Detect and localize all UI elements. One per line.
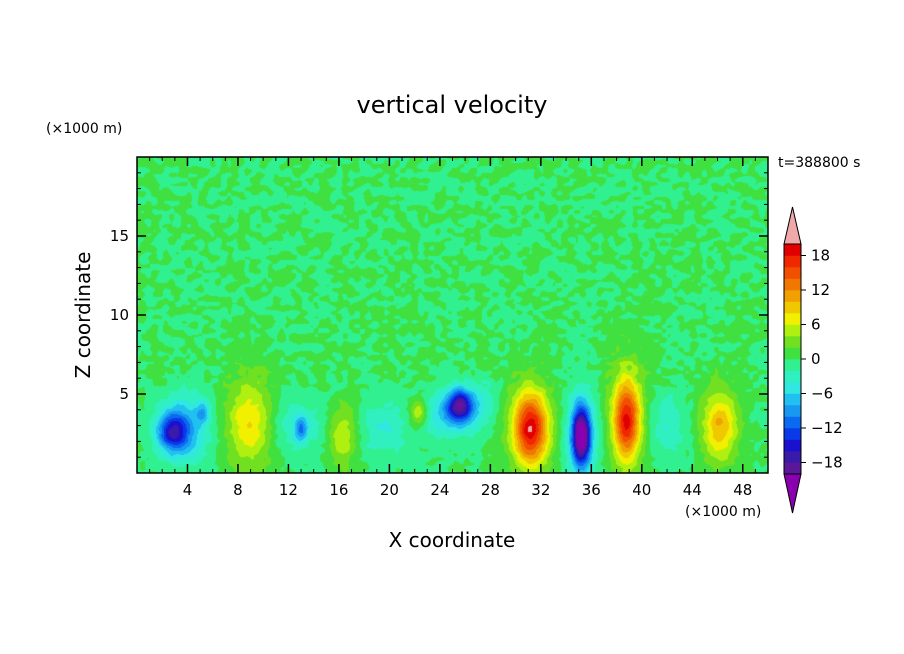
x-tick-label: 16 (329, 481, 348, 499)
x-tick-label: 20 (380, 481, 399, 499)
colorbar-swatch (784, 336, 801, 348)
colorbar-swatch (784, 267, 801, 279)
colorbar-swatch (784, 382, 801, 394)
plot-frame (136, 156, 769, 474)
x-tick-label: 48 (733, 481, 752, 499)
colorbar-tick-label: 12 (811, 281, 830, 299)
x-tick-label: 44 (683, 481, 702, 499)
colorbar-swatch (784, 290, 801, 302)
colorbar-swatch (784, 313, 801, 325)
colorbar-swatch (784, 347, 801, 360)
x-tick-label: 32 (531, 481, 550, 499)
y-unit-label: (×1000 m) (46, 121, 122, 137)
x-tick-label: 28 (481, 481, 500, 499)
colorbar-swatch (784, 428, 801, 440)
x-tick-label: 36 (582, 481, 601, 499)
x-tick-label: 24 (430, 481, 449, 499)
colorbar-swatch (784, 278, 801, 291)
colorbar-swatch (784, 370, 801, 383)
colorbar-tick-label: −12 (811, 419, 843, 437)
colorbar-swatch (784, 405, 801, 417)
colorbar-swatch (784, 301, 801, 314)
y-tick-label: 15 (110, 227, 129, 245)
x-tick-label: 12 (279, 481, 298, 499)
y-tick-label: 10 (110, 306, 129, 324)
colorbar-tick-label: 0 (811, 350, 821, 368)
x-axis: 4 8 12 16 20 24 28 32 36 40 44 48 (149, 157, 756, 499)
x-tick-label: 4 (183, 481, 193, 499)
colorbar-over-arrow (783, 206, 802, 245)
colorbar-swatch (784, 359, 801, 371)
y-tick-label: 5 (119, 385, 129, 403)
colorbar-tick-label: −6 (811, 385, 833, 403)
colorbar-swatch (784, 451, 801, 463)
x-axis-label: X coordinate (389, 528, 516, 552)
colorbar-swatch (784, 255, 801, 268)
colorbar-tick-label: 18 (811, 247, 830, 265)
colorbar-swatch (784, 393, 801, 406)
x-unit-label: (×1000 m) (685, 504, 761, 520)
colorbar-under-arrow (783, 473, 802, 514)
colorbar-swatch (784, 244, 801, 256)
colorbar-swatch (784, 439, 801, 452)
colorbar-swatch (784, 416, 801, 429)
chart-title: vertical velocity (357, 91, 548, 119)
colorbar-tick-label: −18 (811, 454, 843, 472)
colorbar-swatch (784, 462, 801, 475)
colorbar-swatch (784, 324, 801, 337)
y-axis-label: Z coordinate (71, 252, 95, 379)
x-tick-label: 40 (632, 481, 651, 499)
colorbar-tick-label: 6 (811, 316, 821, 334)
y-axis: 5 10 15 (110, 172, 768, 458)
colorbar: 18 12 6 0 −6 −12 −18 (783, 206, 843, 514)
time-label: t=388800 s (778, 155, 860, 171)
velocity-field (137, 157, 768, 473)
x-tick-label: 8 (233, 481, 243, 499)
